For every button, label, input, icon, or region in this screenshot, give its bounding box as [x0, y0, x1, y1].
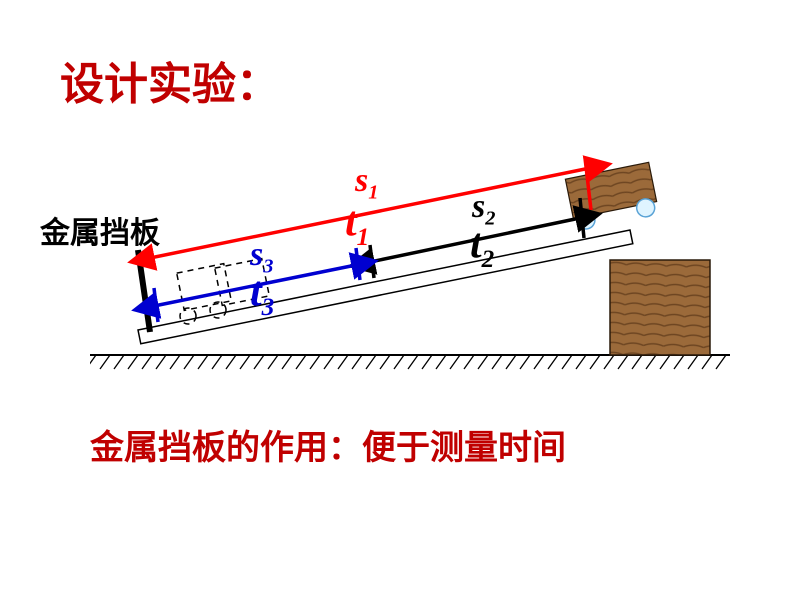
ramp-diagram: s1t1s2t2s3t3 — [90, 150, 730, 380]
svg-text:t1: t1 — [345, 200, 369, 251]
page-title: 设计实验： — [60, 48, 280, 112]
conclusion-text: 金属挡板的作用：便于测量时间 — [90, 420, 566, 469]
svg-text:s1: s1 — [354, 162, 378, 203]
